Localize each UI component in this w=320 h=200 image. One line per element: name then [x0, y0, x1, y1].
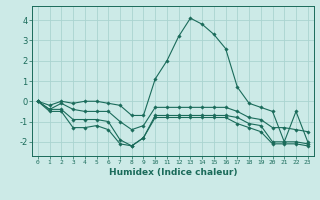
X-axis label: Humidex (Indice chaleur): Humidex (Indice chaleur) — [108, 168, 237, 177]
